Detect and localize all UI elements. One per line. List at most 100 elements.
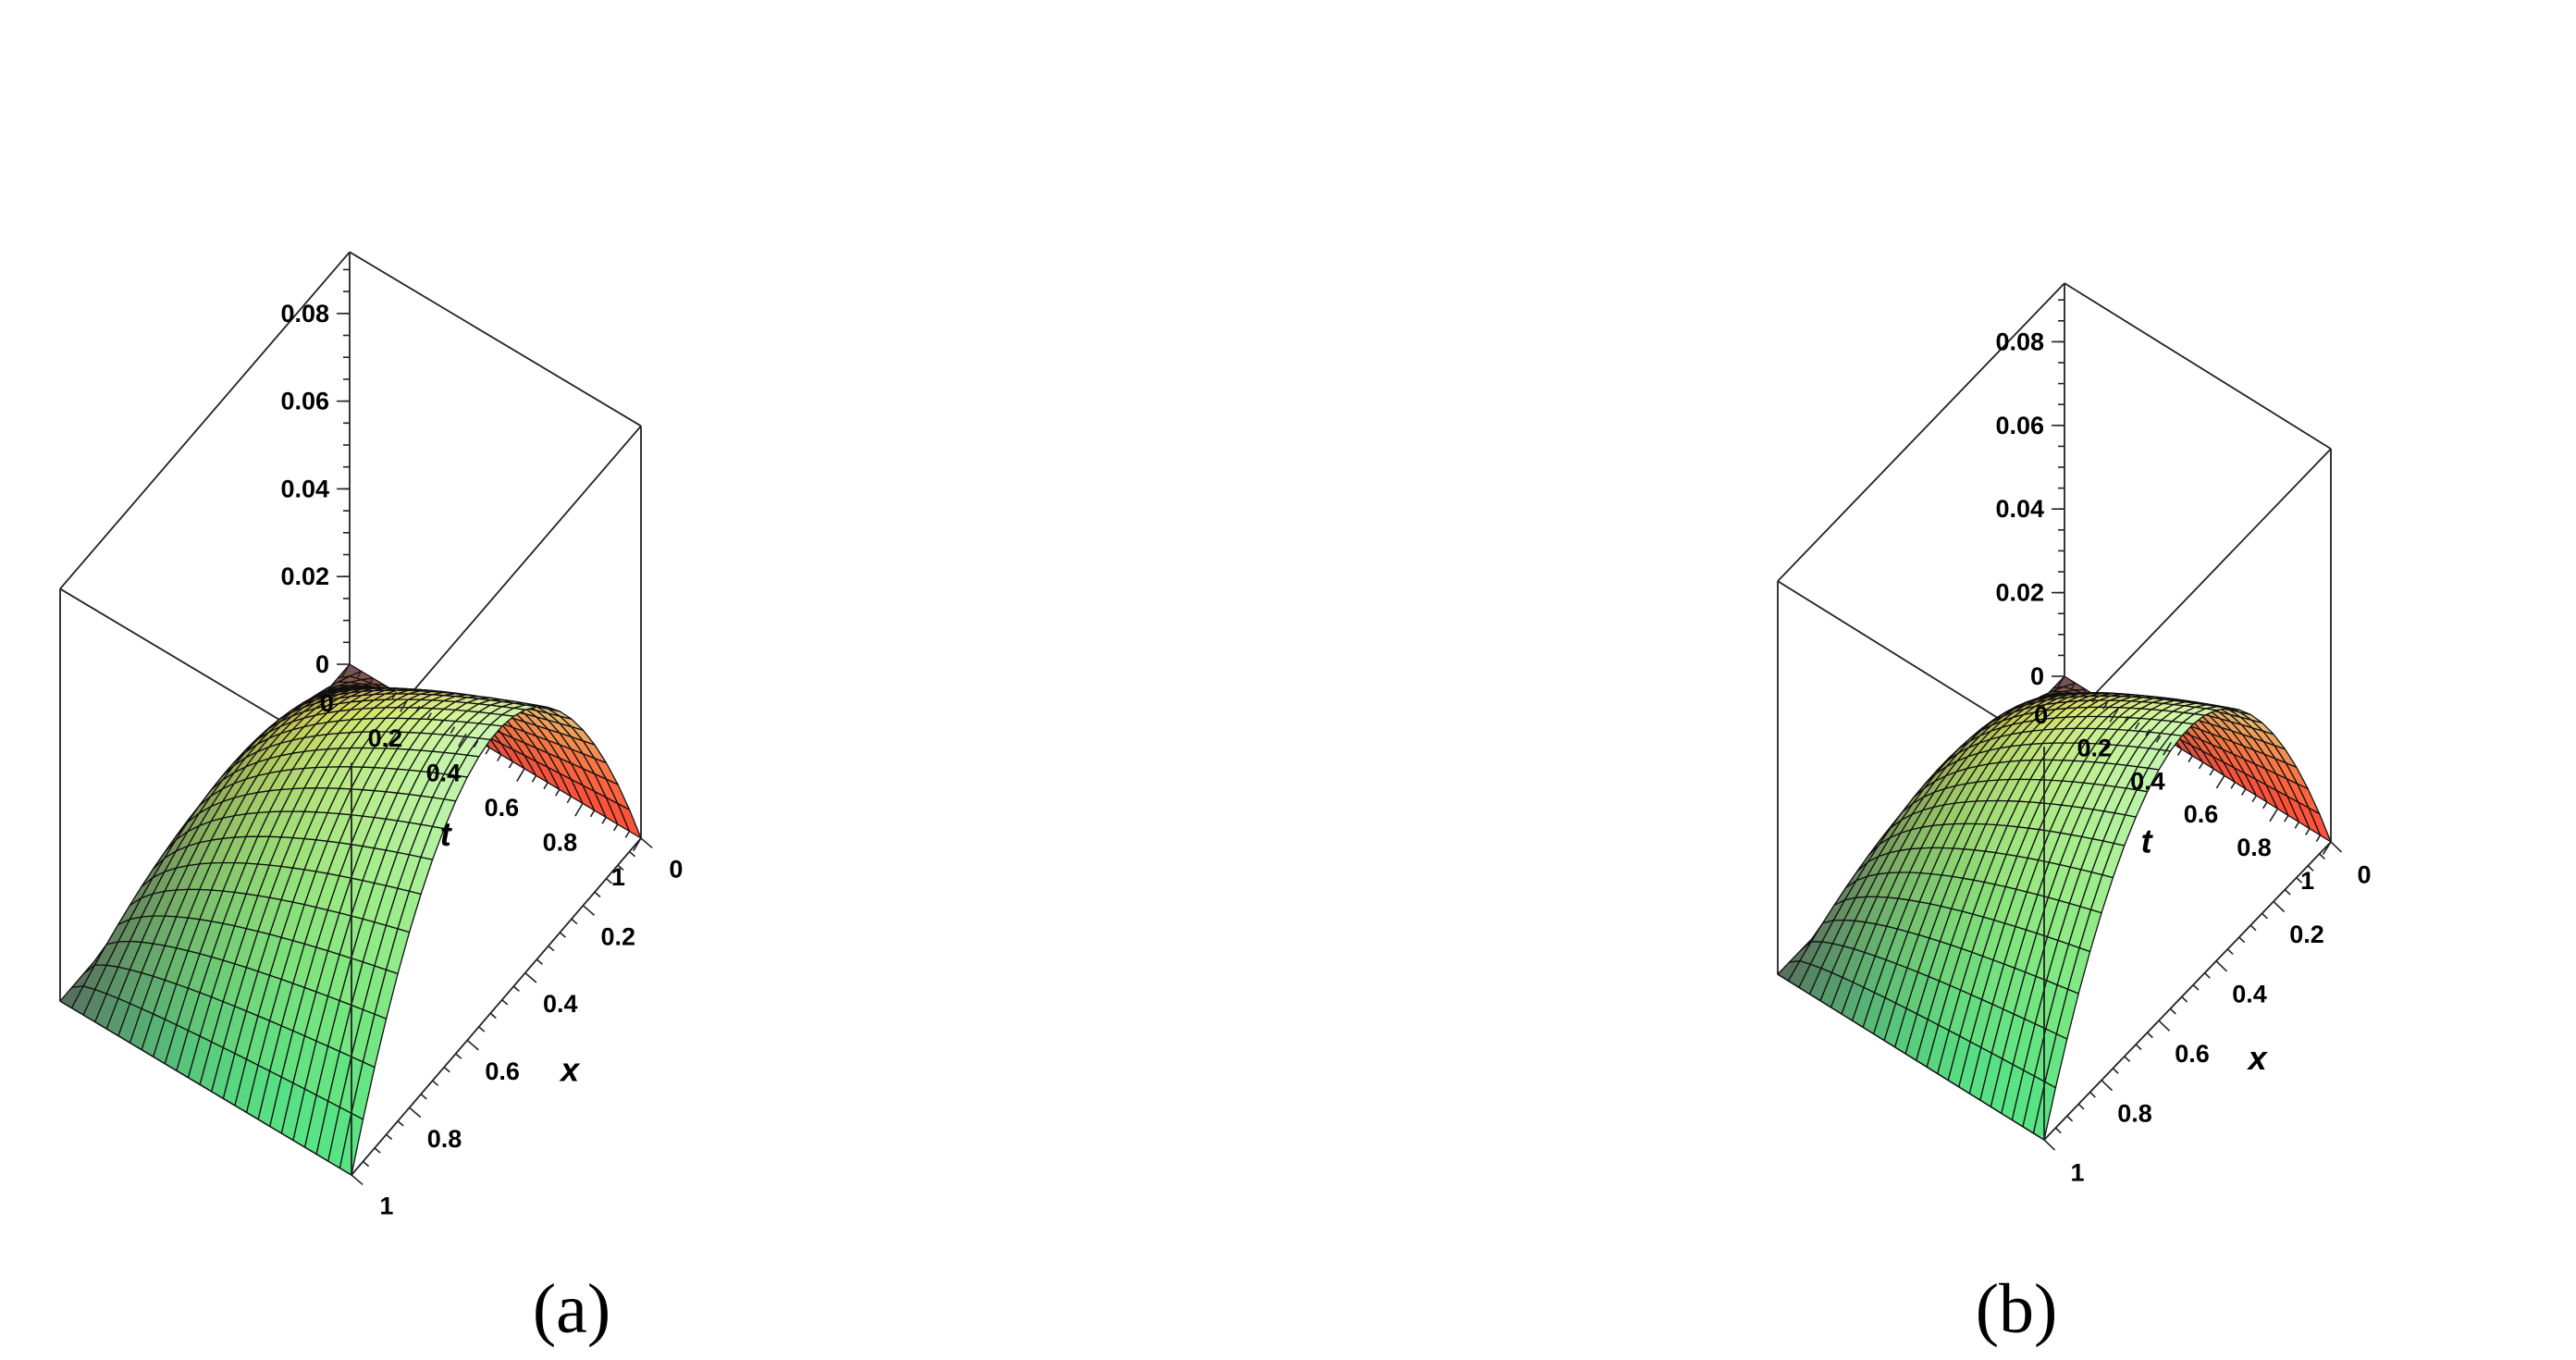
panel-a-x-minor-tick	[397, 1120, 404, 1127]
panel-b-x-tick	[2215, 960, 2228, 972]
panel-a-x-minor-tick	[501, 999, 509, 1006]
panel-b-x-minor-tick	[2284, 888, 2291, 896]
panel-b-x-minor-tick	[2054, 1127, 2062, 1134]
panel-b-box-edge	[1777, 282, 2065, 582]
panel-a-t-minor-tick	[368, 677, 374, 686]
panel-a-t-tick-label: 0.6	[485, 794, 520, 822]
panel-a-x-minor-tick	[432, 1080, 439, 1086]
panel-a-t-tick	[341, 663, 351, 678]
panel-b-surface-mesh	[1777, 675, 2332, 1141]
panel-a-x-minor-tick	[628, 850, 636, 858]
panel-b-t-tick	[2163, 742, 2172, 756]
panel-b-x-tick	[2273, 900, 2286, 913]
panel-a-x-minor-tick	[571, 918, 578, 925]
panel-a-x-tick-label: 0	[669, 856, 683, 884]
panel-a-x-tick	[582, 905, 596, 916]
panel-a-x-tick-label: 0.4	[543, 990, 578, 1018]
panel-b-z-tick-label: 0.04	[1995, 495, 2044, 523]
panel-b-x-minor-tick	[2262, 912, 2268, 920]
panel-b-t-minor-tick	[2081, 688, 2087, 697]
panel-b-t-minor-tick	[2134, 722, 2140, 730]
panel-b-t-minor-tick	[2262, 801, 2268, 810]
panel-a-x-tick-label: 1	[379, 1193, 393, 1220]
panel-a-z-tick-label: 0	[315, 650, 329, 678]
panel-b-t-minor-tick	[2070, 682, 2077, 690]
panel-a-x-tick-label: 0.6	[485, 1057, 520, 1085]
panel-a-t-minor-tick	[531, 774, 537, 783]
panel-a-x-minor-tick	[362, 1160, 370, 1168]
panel-b-x-tick-label: 0.2	[2289, 921, 2324, 948]
panel-a-t-minor-tick	[485, 747, 490, 755]
panel-b-z-tick-label: 0.02	[1995, 579, 2044, 607]
panel-a-x-minor-tick	[443, 1066, 450, 1073]
panel-a-box-edge	[59, 251, 351, 590]
panel-a-t-minor-tick	[613, 823, 619, 832]
panel-b-t-minor-tick	[2188, 755, 2193, 763]
panel-a-x-tick-label: 0.2	[601, 922, 636, 950]
panel-b-x-minor-tick	[2112, 1068, 2119, 1074]
panel-a-x-axis-label: x	[559, 1050, 581, 1088]
panel-b-x-minor-tick	[2238, 936, 2246, 944]
panel-b-x-minor-tick	[2066, 1115, 2074, 1122]
panel-a-t-tick	[574, 802, 584, 817]
panel-a-t-minor-tick	[438, 719, 444, 727]
panel-b-x-minor-tick	[2124, 1056, 2131, 1062]
panel-b-t-tick	[2269, 808, 2279, 822]
panel-b-t-tick-label: 0.2	[2077, 735, 2112, 762]
panel-b-t-tick	[2109, 709, 2119, 723]
panel-a-t-tick-label: 0.4	[426, 759, 462, 786]
panel-a-x-tick	[466, 1039, 479, 1051]
panel-b-x-minor-tick	[2089, 1091, 2096, 1098]
panel-b-t-tick-label: 0.8	[2237, 834, 2272, 861]
panel-b-x-tick-label: 1	[2071, 1159, 2085, 1187]
panel-a-z-tick-label: 0.06	[280, 388, 329, 415]
panel-a-t-minor-tick	[391, 691, 398, 699]
panel-a-z-tick-label: 0.04	[280, 475, 329, 502]
panel-a-t-tick	[400, 699, 409, 712]
panel-a-t-minor-tick	[555, 788, 561, 797]
panel-b-t-tick-label: 0.6	[2184, 800, 2219, 828]
panel-b-x-minor-tick	[2249, 924, 2257, 932]
panel-b-t-minor-tick	[2209, 768, 2214, 776]
panel-b-box-edge	[2043, 841, 2332, 1141]
panel-b-x-minor-tick	[2169, 1008, 2176, 1015]
panel-b-t-tick	[2215, 774, 2225, 789]
panel-a-x-minor-tick	[594, 891, 601, 898]
panel-a-x-minor-tick	[512, 985, 520, 992]
panel-a-t-tick-label: 0.8	[543, 829, 578, 857]
panel-a-x-minor-tick	[420, 1094, 427, 1100]
panel-b-x-minor-tick	[2181, 995, 2188, 1003]
panel-a-t-minor-tick	[426, 712, 432, 720]
panel-b-x-tick	[2101, 1080, 2114, 1092]
panel-b-z-tick-label: 0	[2030, 662, 2044, 690]
panel-a-x-tick	[640, 837, 653, 849]
surface-plot-panel-a: 0 0.2 0.4 0.6 0.8 1 0 0.2 0.4 0.6 0.8 1 0 0.02 0.04 0.0…	[59, 251, 683, 1220]
panel-b-x-minor-tick	[2296, 877, 2303, 884]
panel-b-t-minor-tick	[2251, 795, 2258, 803]
panel-a-x-minor-tick	[386, 1133, 393, 1141]
panel-a-x-tick	[351, 1174, 364, 1186]
panel-a-z-tick-label: 0.02	[280, 563, 329, 590]
panel-a-t-axis-label: t	[440, 815, 453, 853]
panel-b-t-axis-label: t	[2141, 822, 2154, 860]
panel-b-t-tick-label: 1	[2300, 867, 2314, 895]
panel-b-t-minor-tick	[2198, 761, 2204, 770]
panel-a-t-minor-tick	[589, 810, 596, 818]
panel-b-t-minor-tick	[2124, 715, 2129, 723]
panel-b-x-tick-label: 0.8	[2117, 1099, 2152, 1127]
panel-a-x-minor-tick	[489, 1012, 497, 1020]
panel-b-x-tick	[2043, 1139, 2056, 1151]
panel-a-t-minor-tick	[624, 831, 631, 838]
panel-b-x-tick-label: 0.6	[2175, 1040, 2210, 1068]
panel-b-x-minor-tick	[2135, 1044, 2142, 1051]
panel-a-t-tick	[458, 733, 467, 748]
panel-b-x-axis-label: x	[2247, 1039, 2269, 1077]
panel-b-t-minor-tick	[2155, 736, 2162, 743]
surface-plot-panel-b: 0 0.2 0.4 0.6 0.8 1 0 0.2 0.4 0.6 0.8 1 0 0.02 0.04 0.0…	[1777, 282, 2372, 1187]
panel-a-t-tick	[633, 837, 642, 852]
panel-a-x-tick-label: 0.8	[427, 1125, 462, 1153]
panel-b-box-edge	[2064, 282, 2332, 450]
panel-b-z-tick-label: 0.08	[1995, 328, 2044, 355]
panel-a-x-minor-tick	[617, 864, 624, 871]
panel-a-box-edge	[351, 837, 642, 1176]
